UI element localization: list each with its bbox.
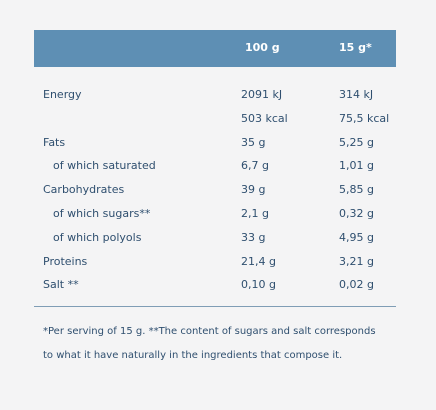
- value-per-serving: 4,95 g: [339, 230, 374, 244]
- value-per-serving: 5,25 g: [339, 135, 374, 149]
- value-per-100g: 35 g: [241, 135, 266, 149]
- column-header-15g: 15 g*: [339, 41, 372, 54]
- table-row: of which sugars** 2,1 g 0,32 g: [34, 205, 396, 223]
- table-row: 503 kcal 75,5 kcal: [34, 110, 396, 128]
- nutrient-label: Energy: [43, 88, 82, 101]
- nutrient-label: Proteins: [43, 254, 88, 268]
- table-row: Proteins 21,4 g 3,21 g: [34, 253, 396, 271]
- value-per-serving: 0,32 g: [339, 207, 374, 220]
- table-row: Salt ** 0,10 g 0,02 g: [34, 276, 396, 294]
- value-per-100g: 33 g: [241, 230, 266, 244]
- table-row: Carbohydrates 39 g 5,85 g: [34, 181, 396, 199]
- value-per-100g: 21,4 g: [241, 254, 276, 268]
- table-row: Energy 2091 kJ 314 kJ: [34, 86, 396, 104]
- nutrient-label: of which sugars**: [53, 207, 151, 220]
- value-per-serving: 1,01 g: [339, 159, 374, 173]
- value-per-100g: 2091 kJ: [241, 88, 283, 101]
- value-per-100g: 2,1 g: [241, 207, 269, 220]
- nutrient-label: Fats: [43, 135, 66, 149]
- value-per-serving: 75,5 kcal: [339, 111, 390, 125]
- footnote: *Per serving of 15 g. **The content of s…: [43, 326, 376, 361]
- table-divider: [34, 306, 396, 307]
- value-per-serving: 0,02 g: [339, 278, 374, 292]
- value-per-serving: 5,85 g: [339, 183, 374, 197]
- value-per-100g: 503 kcal: [241, 111, 288, 125]
- table-row: of which polyols 33 g 4,95 g: [34, 229, 396, 247]
- value-per-serving: 3,21 g: [339, 254, 374, 268]
- nutrient-label: of which polyols: [53, 230, 142, 244]
- table-row: of which saturated 6,7 g 1,01 g: [34, 157, 396, 175]
- column-header-100g: 100 g: [245, 41, 280, 54]
- value-per-100g: 39 g: [241, 183, 266, 197]
- nutrient-label: Salt **: [43, 278, 79, 292]
- table-header: 100 g 15 g*: [34, 30, 396, 67]
- nutrient-label: of which saturated: [53, 159, 156, 173]
- table-row: Fats 35 g 5,25 g: [34, 134, 396, 152]
- value-per-100g: 0,10 g: [241, 278, 276, 292]
- nutrient-label: Carbohydrates: [43, 183, 125, 197]
- value-per-100g: 6,7 g: [241, 159, 269, 173]
- value-per-serving: 314 kJ: [339, 88, 374, 101]
